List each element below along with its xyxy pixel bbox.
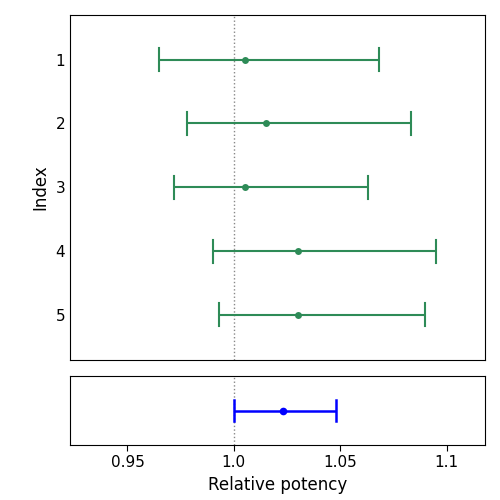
Y-axis label: Index: Index [32, 164, 50, 210]
X-axis label: Relative potency: Relative potency [208, 476, 347, 494]
